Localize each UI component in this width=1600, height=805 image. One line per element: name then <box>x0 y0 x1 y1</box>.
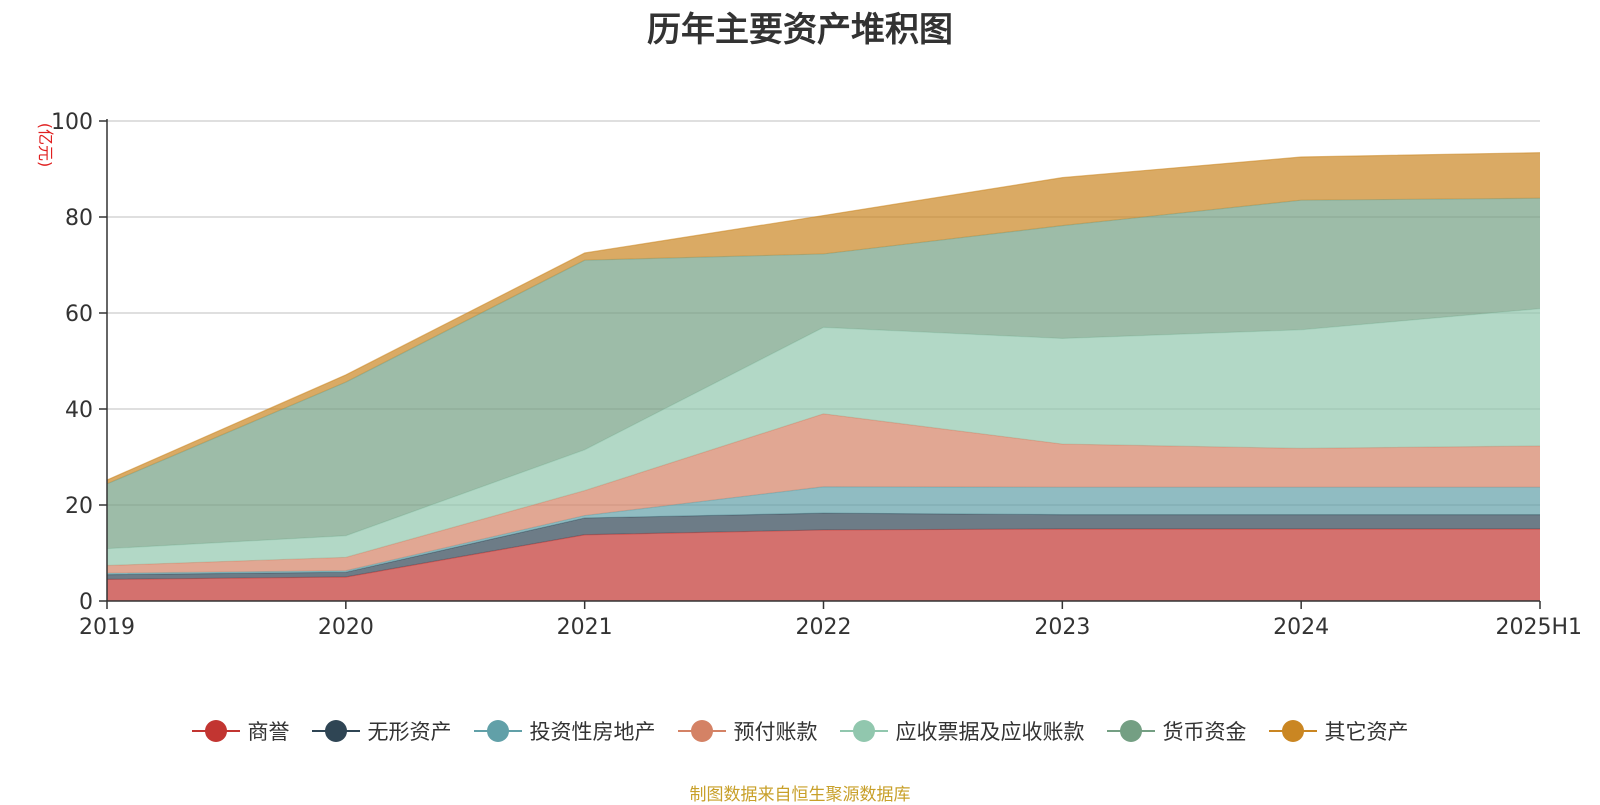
series-line <box>106 152 1541 481</box>
legend-item[interactable]: 无形资产 <box>311 716 452 746</box>
area-series <box>107 413 1540 574</box>
legend-dot-icon <box>690 720 713 742</box>
legend-label: 无形资产 <box>367 720 452 744</box>
x-tick-label: 2022 <box>796 615 852 640</box>
x-tick-label: 2024 <box>1273 615 1329 640</box>
y-tick-label: 100 <box>51 110 93 135</box>
legend-dot-icon <box>852 720 875 742</box>
area-series <box>107 529 1540 601</box>
axes: 0 20 40 60 80 100 2019 2020 2021 2022 2023 2024 2025… <box>51 110 1582 640</box>
legend-dot-icon <box>204 720 227 742</box>
legend-dot-icon <box>486 720 509 742</box>
legend: 商誉 无形资产 投资性房地产 预付账款 应收票据及应收账款 货币资金 其它资产 <box>0 716 1600 746</box>
legend-marker-icon <box>677 718 726 744</box>
area-series <box>107 152 1540 484</box>
source-note: 制图数据来自恒生聚源数据库 <box>689 785 911 805</box>
chart-title: 历年主要资产堆积图 <box>647 10 953 50</box>
legend-item[interactable]: 商誉 <box>191 716 290 746</box>
x-tick-label: 2023 <box>1034 615 1090 640</box>
x-tick-label: 2021 <box>557 615 613 640</box>
area-series <box>107 198 1540 549</box>
x-tick-label: 2020 <box>318 615 374 640</box>
y-axis-unit-label: (亿元) <box>36 123 55 168</box>
legend-marker-icon <box>839 718 888 744</box>
area-series <box>107 486 1540 575</box>
x-tick-label: 2025H1 <box>1495 615 1582 640</box>
legend-label: 投资性房地产 <box>529 720 656 744</box>
legend-marker-icon <box>1268 718 1317 744</box>
legend-label: 商誉 <box>247 720 290 744</box>
legend-label: 其它资产 <box>1324 720 1409 744</box>
legend-label: 货币资金 <box>1162 720 1247 744</box>
legend-label: 应收票据及应收账款 <box>895 720 1085 744</box>
legend-dot-icon <box>1281 720 1304 742</box>
y-tick-label: 0 <box>79 590 93 615</box>
legend-marker-icon <box>1106 718 1155 744</box>
x-tick-label: 2019 <box>79 615 135 640</box>
y-tick-label: 80 <box>65 206 93 231</box>
y-tick-label: 20 <box>65 494 93 519</box>
legend-marker-icon <box>473 718 522 744</box>
legend-item[interactable]: 预付账款 <box>677 716 818 746</box>
area-series <box>107 513 1540 580</box>
legend-marker-icon <box>311 718 360 744</box>
legend-item[interactable]: 货币资金 <box>1106 716 1247 746</box>
legend-item[interactable]: 其它资产 <box>1268 716 1409 746</box>
y-tick-label: 40 <box>65 398 93 423</box>
area-series <box>107 308 1540 566</box>
area-series-layer <box>106 152 1541 601</box>
legend-item[interactable]: 投资性房地产 <box>473 716 656 746</box>
legend-dot-icon <box>324 720 347 742</box>
legend-item[interactable]: 应收票据及应收账款 <box>839 716 1085 746</box>
legend-dot-icon <box>1119 720 1142 742</box>
legend-label: 预付账款 <box>733 720 818 744</box>
legend-marker-icon <box>191 718 240 744</box>
y-tick-label: 60 <box>65 302 93 327</box>
